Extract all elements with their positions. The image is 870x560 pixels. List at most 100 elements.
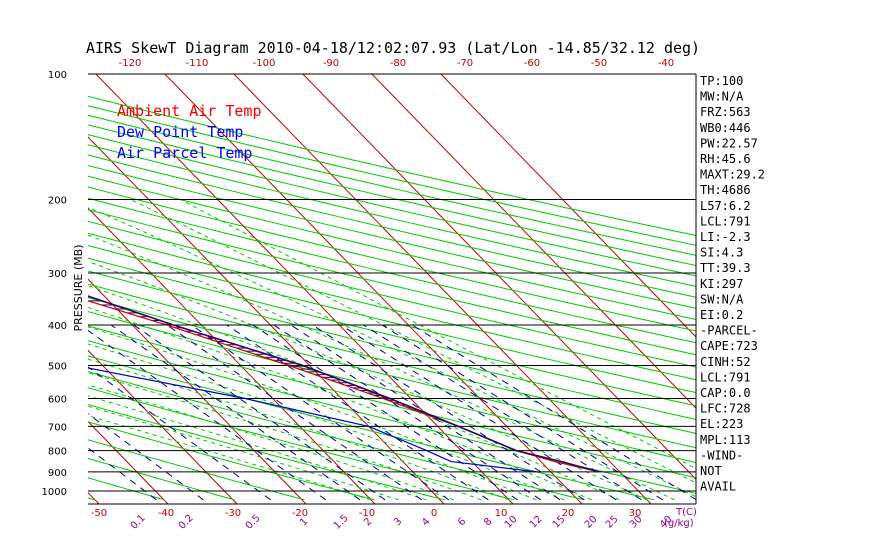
mixing-ratio-line [88,447,157,501]
bottom-temp-tick-label: -50 [91,508,107,519]
legend-entry: Ambient Air Temp [117,102,262,120]
pressure-tick-label: 500 [48,361,67,372]
chart-title: AIRS SkewT Diagram 2010-04-18/12:02:07.9… [86,39,700,57]
top-temp-tick-label: -40 [658,58,674,69]
dewpoint-line [88,367,538,473]
isotherm-line [371,74,696,409]
dry-adiabat-line [88,270,696,421]
isotherm-line [233,74,652,504]
isotherm-line [95,74,514,504]
pressure-tick-labels: 100 200 300 400 500 600 700 800 900 1000 [42,70,67,498]
diagram-grid [88,74,696,504]
index-label: KI:297 [700,277,743,291]
index-label: CAPE:723 [700,339,758,353]
dry-adiabat-line [88,257,696,407]
pressure-tick-label: 100 [48,70,67,81]
dry-adiabat-line [88,421,375,501]
mixing-ratio-line [252,324,518,501]
mixing-ratio-tick-label: 20 [583,514,600,531]
dry-adiabat-line [88,144,696,287]
mixing-ratio-tick-label: 1.5 [332,513,351,532]
index-label: LFC:728 [700,402,751,416]
legend: Ambient Air Temp Dew Point Temp Air Parcel… [117,102,262,162]
bottom-temp-tick-label: 30 [629,508,642,519]
mixing-ratio-line [88,366,271,501]
bottom-temp-tick-label: 20 [562,508,575,519]
moist-adiabat-line [88,306,592,501]
dry-adiabat-line [88,371,585,501]
legend-entry: Air Parcel Temp [117,144,252,162]
dry-adiabat-line [88,154,696,298]
dry-adiabat-line [88,457,235,501]
mixing-ratio-line [88,329,327,501]
moist-adiabat-line [88,358,510,501]
mixing-ratio-tick-label: 12 [528,514,545,531]
mixing-ratio-tick-label: 1 [298,516,310,528]
top-temp-tick-labels: -120 -110 -100 -90 -80 -70 -60 -50 -40 [119,58,675,69]
bottom-temp-tick-labels: -50 -40 -30 -20 -10 0 10 20 30 [91,508,642,519]
pressure-tick-label: 400 [48,321,67,332]
pressure-tick-label: 300 [48,269,67,280]
dry-adiabat-line [88,283,696,434]
dry-adiabat-line [88,439,305,501]
bottom-temp-tick-label: -30 [225,508,241,519]
legend-entry: Dew Point Temp [117,123,243,141]
dry-adiabat-line [88,220,696,368]
mixing-ratio-line [312,324,585,501]
sounding-profiles [88,295,600,473]
top-temp-tick-label: -80 [390,58,406,69]
index-label: FRZ:563 [700,105,751,119]
index-label: CINH:52 [700,355,751,369]
top-temp-tick-label: -60 [524,58,540,69]
mixing-ratio-line [111,324,361,501]
isotherm-line [88,207,376,504]
bottom-temp-tick-label: 10 [495,508,508,519]
dry-adiabat-line [88,297,696,449]
isotherm-line [440,74,696,338]
isotherm-line [88,136,445,504]
index-label: RH:45.6 [700,152,751,166]
index-label: LCL:791 [700,370,751,384]
top-temp-tick-label: -50 [591,58,607,69]
mixing-ratio-tick-label: 8 [482,516,494,528]
dry-adiabat-line [88,355,655,501]
isotherm-line [88,349,238,504]
mixing-ratio-tick-label: 25 [604,514,621,531]
isotherm-line [164,74,583,504]
index-label: EI:0.2 [700,308,743,322]
mixing-ratio-unit: (g/kg) [664,518,694,529]
dry-adiabat-line [88,325,696,479]
dry-adiabat-line [88,124,696,267]
index-label: L57:6.2 [700,199,751,213]
index-label: WB0:446 [700,121,751,135]
index-label: TP:100 [700,74,743,88]
top-temp-tick-label: -90 [323,58,339,69]
top-temp-tick-label: -100 [253,58,276,69]
mixing-ratio-line [226,324,489,501]
mixing-ratio-tick-label: 3 [392,516,404,528]
moist-adiabat-line [88,206,696,498]
dry-adiabat-line [88,244,696,394]
mixing-ratio-tick-label: 6 [456,516,468,528]
index-label: NOT [700,464,722,478]
index-label: LCL:791 [700,214,751,228]
isotherm-line [302,74,696,480]
moist-adiabat-line [88,372,482,501]
dry-adiabat-line [88,340,696,494]
moist-adiabat-line [88,285,620,501]
moist-adiabat-line [130,199,696,484]
isotherm-line [88,420,169,504]
pressure-tick-label: 900 [48,468,67,479]
mixing-ratio-line [88,413,204,501]
index-label: AVAIL [700,480,736,494]
mixing-ratio-tick-labels: 0.1 0.2 0.5 1 1.5 2 3 4 6 8 10 12 15 20 25 30 40 [129,513,675,532]
moist-adiabat-line [180,199,696,469]
index-label: SW:N/A [700,292,744,306]
mixing-ratio-tick-label: 0.2 [177,513,196,532]
parcel-line [88,295,600,473]
index-label: -PARCEL- [700,324,758,338]
index-label: TT:39.3 [700,261,751,275]
moist-adiabat-line [88,326,565,501]
bottom-temp-tick-label: -40 [158,508,174,519]
moist-adiabat-line [88,234,675,501]
